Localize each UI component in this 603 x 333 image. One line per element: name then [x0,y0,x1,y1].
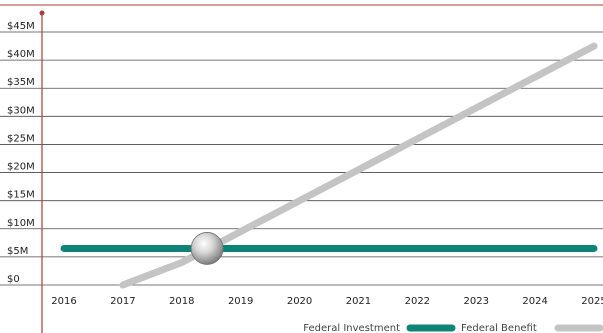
x-tick-label: 2017 [110,296,135,307]
y-tick-label: $5M [7,246,28,257]
y-tick-label: $20M [7,162,35,173]
y-tick-label: $0 [7,274,20,285]
series-layer [60,42,598,289]
x-tick-label: 2023 [463,296,488,307]
x-tick-label: 2025 [581,296,603,307]
legend-label-federal-investment: Federal Investment [303,323,400,333]
legend-label-federal-benefit: Federal Benefit [461,323,537,333]
x-tick-label: 2020 [287,296,312,307]
breakeven-marker [190,232,224,265]
y-tick-label: $40M [7,49,35,60]
x-tick-label: 2022 [405,296,430,307]
y-tick-labels: $0 $5M $10M $15M $20M $25M $30M $35M $40M $45M [7,21,35,285]
x-tick-label: 2019 [228,296,253,307]
y-axis-cap [39,10,45,16]
y-tick-label: $25M [7,133,35,144]
x-tick-label: 2016 [51,296,76,307]
x-tick-label: 2021 [346,296,371,307]
y-tick-label: $30M [7,105,35,116]
x-tick-labels: 2016 2017 2018 2019 2020 2021 2022 2023 2024 2025 [51,296,603,307]
y-tick-label: $10M [7,218,35,229]
x-tick-label: 2018 [169,296,194,307]
x-tick-label: 2024 [522,296,547,307]
y-tick-label: $15M [7,190,35,201]
y-tick-label: $45M [7,21,35,32]
marker-layer [190,232,224,265]
y-tick-label: $35M [7,77,35,88]
legend: Federal Investment Federal Benefit [303,323,603,333]
